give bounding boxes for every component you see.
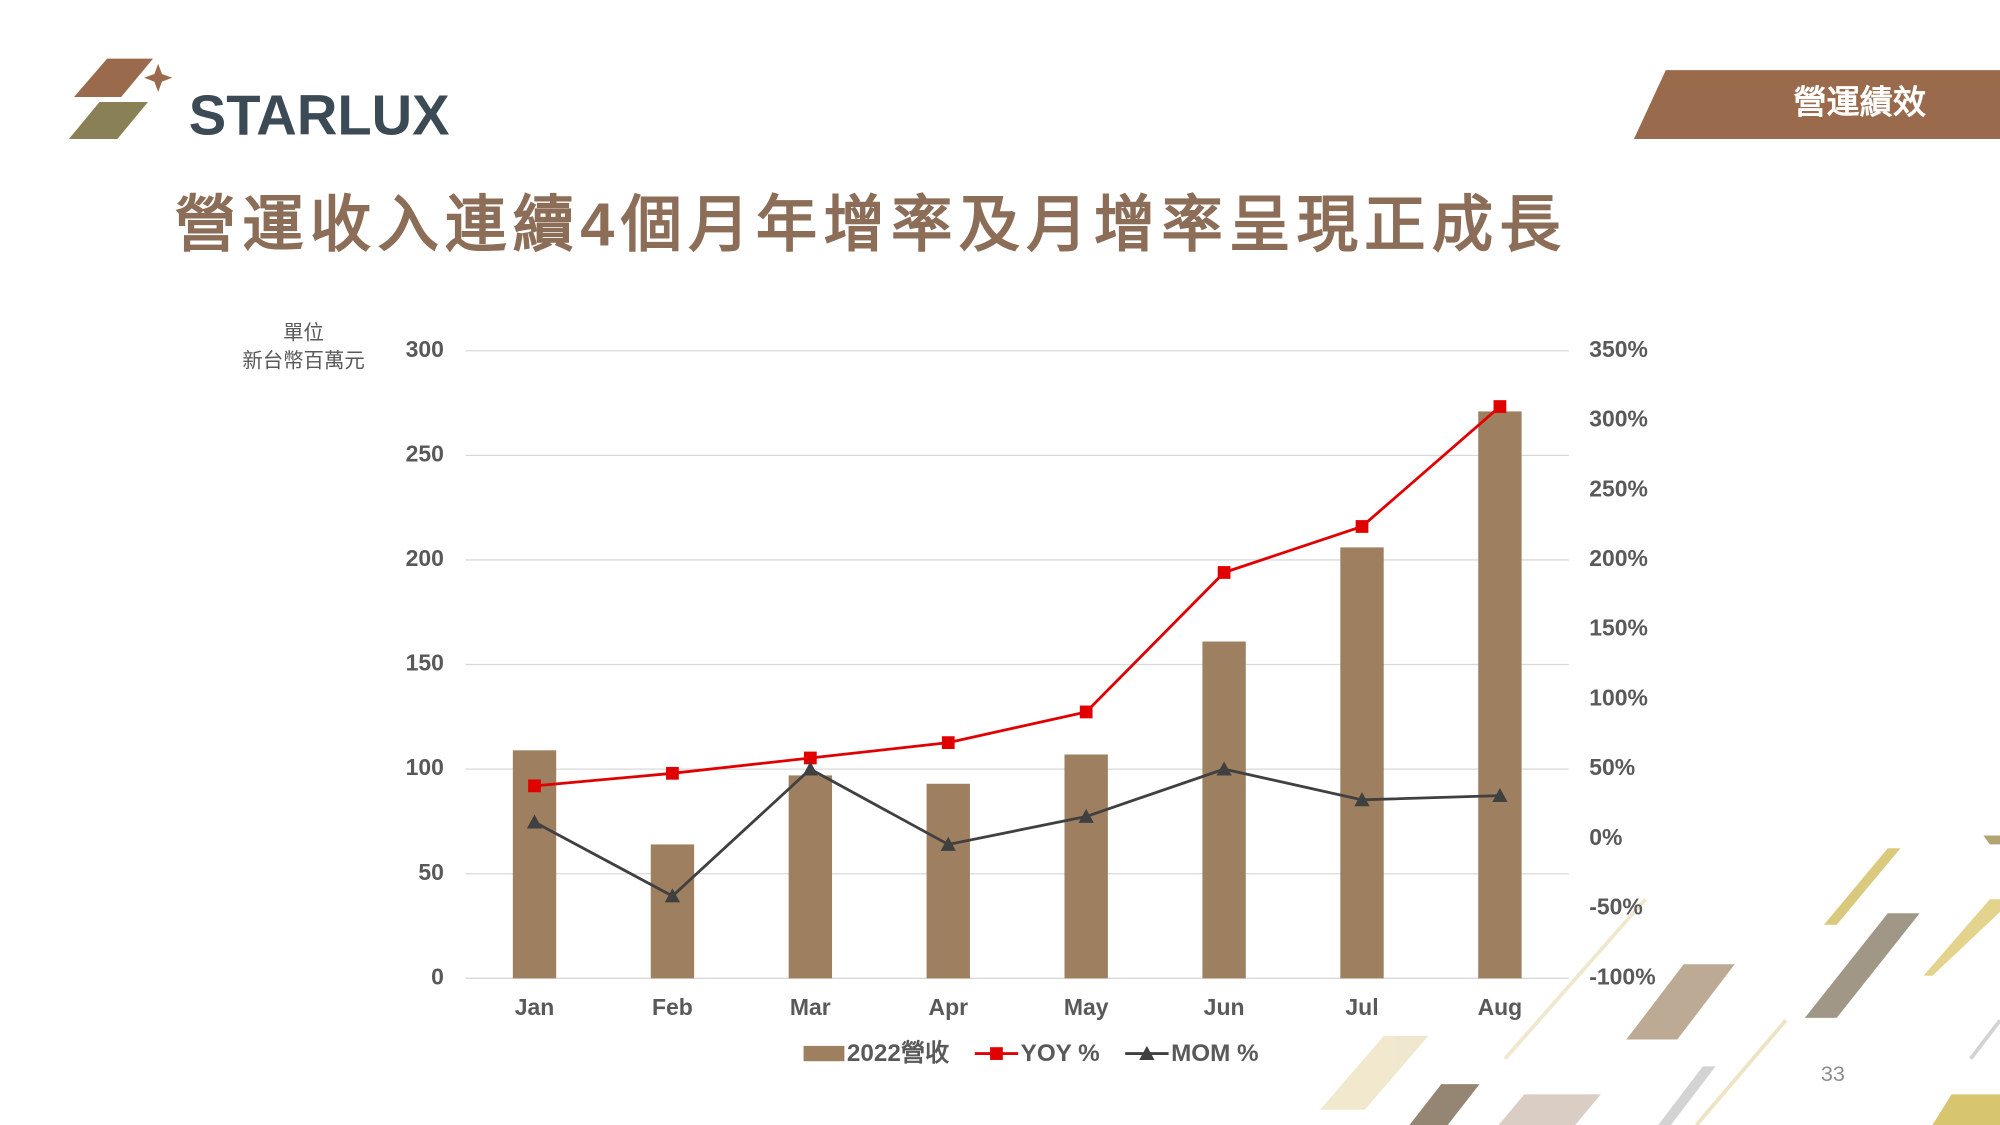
y-axis-title: 單位 [283,322,324,345]
y-tick-label: 300 [406,336,444,362]
bar [1202,641,1246,979]
point-marker [1355,520,1369,533]
x-tick-label: Feb [652,994,693,1020]
y2-tick-label: 0% [1589,824,1622,850]
legend-swatch [803,1045,845,1062]
bar [1340,547,1384,979]
y-axis-title: 新台幣百萬元 [242,350,364,373]
bar [1064,754,1108,979]
point-marker [526,814,543,829]
x-tick-label: Aug [1478,994,1523,1020]
point-marker [802,761,819,776]
x-tick-label: May [1064,994,1109,1020]
point-marker [1216,761,1232,776]
x-tick-label: Apr [929,994,969,1020]
legend-label: 2022營收 [847,1039,950,1067]
point-marker [664,888,681,903]
bar [788,775,833,979]
y-tick-label: 200 [406,545,444,571]
y-tick-label: 150 [406,650,444,676]
point-marker [803,751,817,765]
line [534,405,1501,788]
x-tick-label: Jan [515,994,555,1020]
page-number: 33 [1821,1061,1845,1086]
y2-tick-label: 200% [1589,545,1648,571]
y-tick-label: 100 [406,754,444,780]
x-tick-label: Jul [1345,994,1378,1020]
y2-tick-label: -100% [1589,963,1655,989]
x-tick-label: Jun [1204,994,1245,1020]
legend-marker [1139,1045,1155,1060]
y2-tick-label: 50% [1589,754,1635,780]
section-tab [1633,70,2000,140]
point-marker [1354,792,1370,807]
y2-tick-label: 350% [1589,336,1648,362]
logo: STARLUX [68,58,450,147]
legend-label: YOY % [1021,1040,1100,1067]
legend-marker [990,1047,1003,1060]
bar [926,783,970,979]
bar [650,844,695,979]
point-marker [941,736,955,750]
point-marker [1493,400,1507,413]
decoration [1320,835,2000,1125]
y2-tick-label: 300% [1589,406,1648,432]
bar [1478,411,1522,979]
point-marker [940,836,956,851]
section-label: 營運績效 [1793,84,1926,121]
legend-label: MOM % [1171,1040,1258,1067]
point-marker [1492,787,1508,803]
point-marker [1078,808,1094,823]
point-marker [666,766,679,780]
line [533,767,1500,898]
y-tick-label: 50 [418,859,444,885]
y-tick-label: 250 [406,440,444,466]
y2-tick-label: 100% [1589,684,1648,710]
logo-text: STARLUX [189,84,450,147]
plot: 0 50 100 150 200 250 300 -100% -50% 0% 50% 100% 150%… [406,336,1656,1067]
point-marker [1079,705,1093,719]
y2-tick-label: 150% [1589,615,1648,641]
y-tick-label: 0 [431,963,444,989]
point-marker [528,779,541,793]
point-marker [1217,566,1231,579]
slide-title: 營運收入連續4個月年增率及月增率呈現正成長 [175,191,1567,259]
x-tick-label: Mar [790,994,831,1020]
y2-tick-label: -50% [1589,894,1643,920]
y2-tick-label: 250% [1589,475,1648,501]
